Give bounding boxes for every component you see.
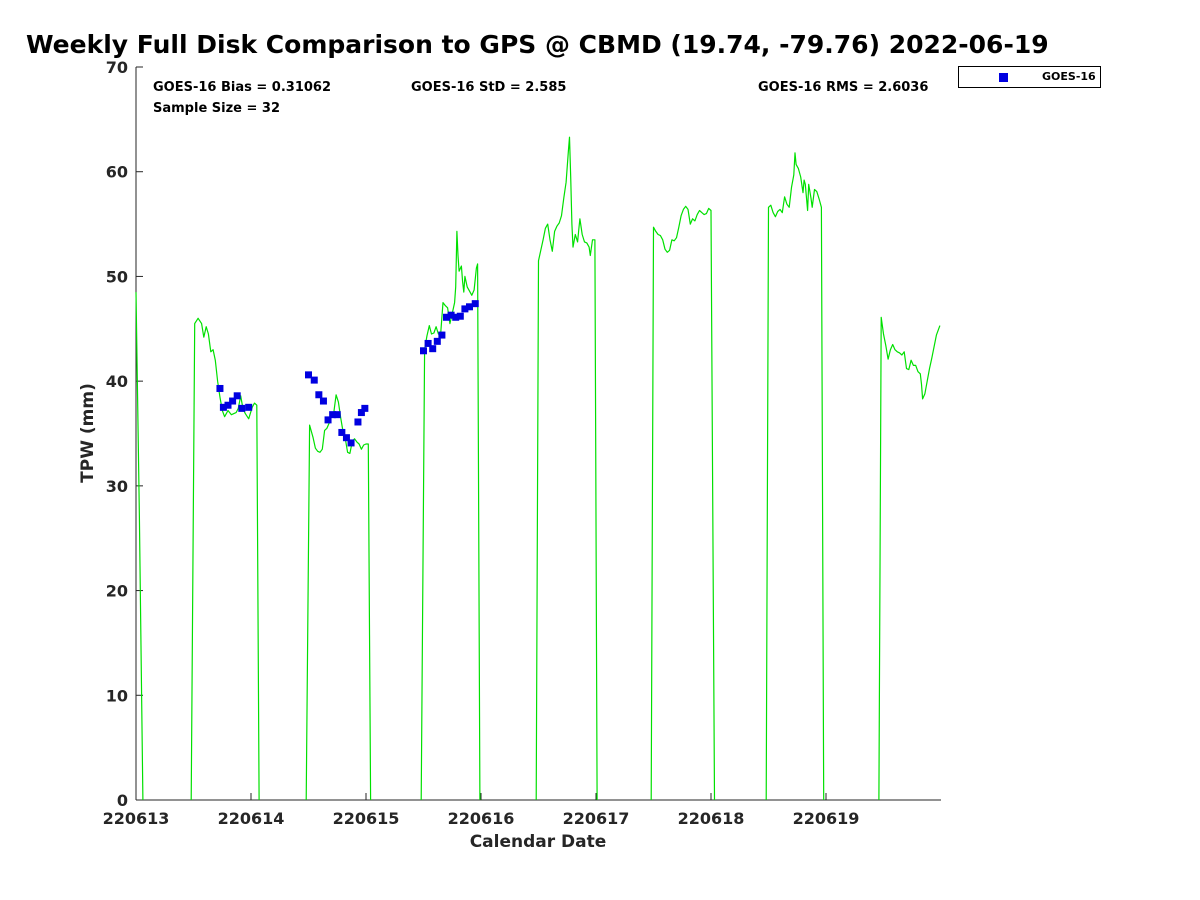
goes16-data-point — [216, 384, 224, 392]
goes16-data-point — [224, 401, 232, 409]
x-tick-label: 220619 — [793, 809, 860, 828]
x-tick-label: 220615 — [333, 809, 400, 828]
x-tick-label: 220616 — [448, 809, 515, 828]
goes16-data-point — [357, 409, 365, 417]
goes16-data-point — [354, 418, 362, 426]
goes-scatter-series — [216, 300, 479, 447]
gps-line-segment — [135, 292, 144, 801]
goes16-data-point — [447, 311, 455, 319]
y-tick-label: 20 — [106, 582, 128, 601]
goes16-data-point — [245, 403, 253, 411]
goes16-data-point — [333, 411, 341, 419]
goes16-data-point — [438, 331, 446, 339]
goes16-data-point — [429, 345, 437, 353]
goes16-data-point — [461, 305, 469, 313]
x-tick-label: 220617 — [563, 809, 630, 828]
y-tick-label: 70 — [106, 58, 128, 77]
goes16-data-point — [219, 403, 227, 411]
legend: GOES-16 — [958, 66, 1101, 88]
gps-line-segment — [765, 152, 825, 801]
legend-label-goes16: GOES-16 — [1042, 70, 1096, 83]
gps-line-segment — [650, 205, 716, 801]
gps-line-segment — [305, 394, 372, 801]
y-tick-label: 60 — [106, 163, 128, 182]
goes16-data-point — [452, 313, 460, 321]
goes16-data-point — [233, 392, 241, 400]
goes16-data-point — [420, 347, 427, 355]
goes16-data-point — [471, 300, 479, 308]
goes16-data-point — [338, 428, 346, 436]
goes16-data-point — [347, 439, 355, 447]
goes16-data-point — [310, 376, 318, 384]
goes16-data-point — [433, 337, 441, 345]
x-tick-label: 220613 — [103, 809, 170, 828]
rms-stat: GOES-16 RMS = 2.6036 — [758, 80, 929, 95]
legend-marker-goes16 — [999, 73, 1008, 82]
y-axis-label: TPW (mm) — [78, 383, 98, 483]
gps-line-series — [135, 136, 941, 801]
goes16-data-point — [305, 371, 312, 379]
goes16-data-point — [424, 339, 432, 347]
goes16-data-point — [456, 312, 464, 320]
y-tick-label: 0 — [117, 791, 128, 810]
goes16-data-point — [361, 404, 369, 412]
gps-line-segment — [190, 317, 260, 801]
std-stat: GOES-16 StD = 2.585 — [411, 80, 567, 95]
y-tick-label: 10 — [106, 686, 128, 705]
gps-line-segment — [420, 230, 481, 801]
chart-title: Weekly Full Disk Comparison to GPS @ CBM… — [26, 30, 1049, 59]
gps-line-segment — [535, 136, 598, 801]
goes16-data-point — [229, 397, 237, 405]
sample-size-stat: Sample Size = 32 — [153, 101, 281, 116]
goes16-data-point — [342, 434, 350, 442]
bias-stat: GOES-16 Bias = 0.31062 — [153, 80, 332, 95]
goes16-data-point — [443, 313, 450, 321]
goes16-data-point — [466, 303, 473, 311]
x-tick-label: 220618 — [678, 809, 745, 828]
goes16-data-point — [315, 391, 323, 399]
y-tick-label: 40 — [106, 372, 128, 391]
goes16-data-point — [238, 404, 246, 412]
axes: 0 10 20 30 40 50 60 70 220613 220614 220615 220616 2… — [103, 58, 941, 828]
y-tick-label: 50 — [106, 267, 128, 286]
goes16-data-point — [319, 397, 327, 405]
goes16-data-point — [329, 411, 337, 419]
gps-line-segment — [878, 316, 941, 801]
y-tick-label: 30 — [106, 477, 128, 496]
goes16-data-point — [324, 416, 332, 424]
x-axis-label: Calendar Date — [470, 832, 607, 852]
x-tick-label: 220614 — [218, 809, 285, 828]
